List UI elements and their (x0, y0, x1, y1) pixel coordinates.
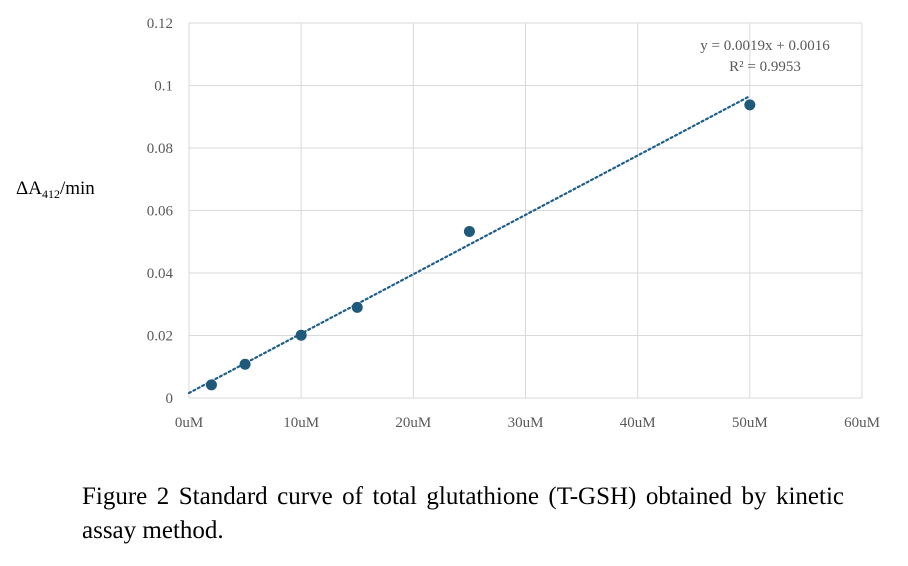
x-tick-label: 60uM (844, 415, 880, 431)
data-point (351, 301, 363, 313)
figure-caption: Figure 2 Standard curve of total glutath… (82, 483, 844, 544)
data-point (463, 225, 475, 237)
x-tick-label: 10uM (283, 415, 319, 431)
y-tick-label: 0.04 (147, 266, 174, 282)
r-squared-label: R² = 0.9953 (729, 59, 801, 75)
x-tick-label: 20uM (395, 415, 431, 431)
y-axis-ticks: 0 0.02 0.04 0.06 0.08 0.1 0.12 (147, 16, 174, 407)
x-tick-label: 50uM (732, 415, 768, 431)
x-tick-label: 40uM (620, 415, 656, 431)
data-point (744, 99, 756, 111)
y-tick-label: 0.06 (147, 204, 174, 220)
trendline-equation: y = 0.0019x + 0.0016 (700, 38, 830, 54)
y-axis-label: ΔA412/min (16, 178, 95, 201)
grid-lines (188, 22, 863, 399)
y-tick-label: 0.08 (147, 141, 173, 157)
y-tick-label: 0.1 (154, 79, 173, 95)
y-tick-label: 0.02 (147, 329, 173, 345)
x-tick-label: 0uM (175, 415, 203, 431)
data-points (205, 99, 756, 391)
standard-curve-chart: 0uM 10uM 20uM 30uM 40uM 50uM 60uM 0 0.02 0.04 0.0… (147, 16, 880, 431)
x-axis-ticks: 0uM 10uM 20uM 30uM 40uM 50uM 60uM (175, 415, 880, 431)
data-point (205, 379, 217, 391)
trendline (187, 95, 751, 395)
data-point (239, 358, 251, 370)
data-point (295, 329, 307, 341)
x-tick-label: 30uM (508, 415, 544, 431)
y-tick-label: 0.12 (147, 16, 173, 32)
y-tick-label: 0 (166, 391, 174, 407)
